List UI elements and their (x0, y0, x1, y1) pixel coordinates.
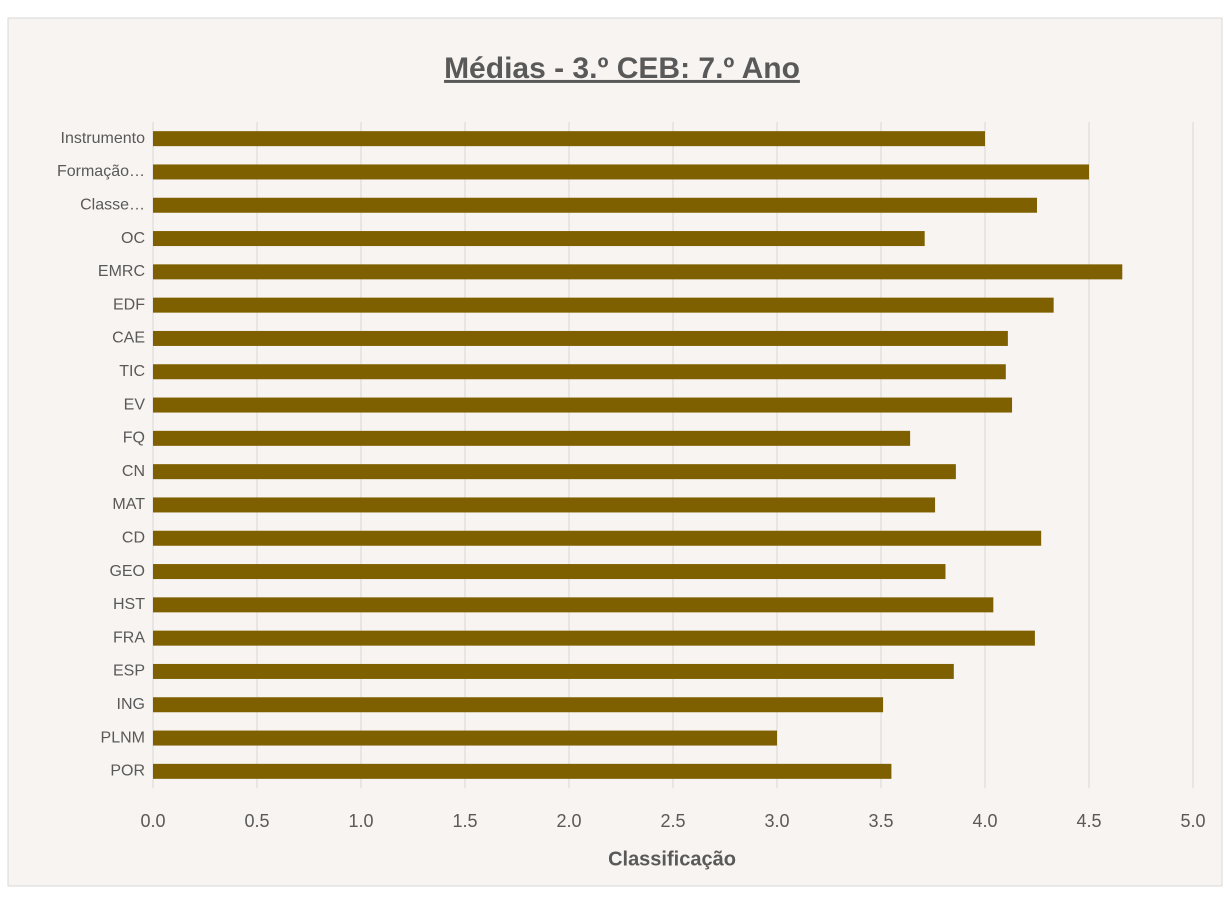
y-tick-label: EMRC (98, 263, 145, 280)
bar (153, 297, 1054, 313)
x-tick-label: 4.5 (1076, 811, 1101, 831)
x-tick-label: 2.5 (660, 811, 685, 831)
y-tick-label: EV (124, 396, 146, 413)
bar (153, 697, 884, 713)
y-tick-label: Formação… (57, 163, 145, 180)
bar (153, 564, 946, 580)
x-axis-label: Classificação (608, 848, 736, 870)
bar (153, 264, 1123, 280)
y-tick-label: FQ (123, 430, 145, 447)
bar (153, 763, 892, 779)
y-tick-label: PLNM (101, 729, 145, 746)
y-tick-label: CD (122, 529, 145, 546)
bar (153, 197, 1037, 213)
bar (153, 131, 985, 147)
bar (153, 663, 954, 679)
x-tick-label: 4.0 (972, 811, 997, 831)
chart-background (7, 17, 1223, 887)
bar (153, 231, 925, 247)
x-tick-label: 3.5 (868, 811, 893, 831)
bar (153, 430, 911, 446)
bar (153, 597, 994, 613)
y-tick-label: FRA (113, 629, 145, 646)
bar (153, 497, 936, 513)
bar (153, 164, 1089, 180)
y-tick-label: OC (121, 230, 145, 247)
bar (153, 630, 1035, 646)
y-tick-label: CAE (112, 330, 145, 347)
x-tick-label: 5.0 (1180, 811, 1205, 831)
x-tick-label: 0.5 (244, 811, 269, 831)
y-tick-label: CN (122, 463, 145, 480)
y-tick-label: EDF (113, 296, 145, 313)
x-tick-label: 2.0 (556, 811, 581, 831)
y-tick-label: POR (110, 763, 145, 780)
x-tick-label: 0.0 (140, 811, 165, 831)
bar (153, 464, 956, 480)
x-tick-label: 1.0 (348, 811, 373, 831)
x-tick-label: 3.0 (764, 811, 789, 831)
y-tick-label: Classe… (80, 196, 145, 213)
y-tick-label: MAT (112, 496, 145, 513)
y-tick-label: GEO (109, 563, 145, 580)
y-tick-label: TIC (119, 363, 145, 380)
bar (153, 330, 1008, 346)
bar (153, 530, 1042, 546)
bar (153, 730, 777, 746)
x-tick-label: 1.5 (452, 811, 477, 831)
y-tick-label: Instrumento (61, 130, 146, 147)
y-tick-label: HST (113, 596, 145, 613)
bar (153, 364, 1006, 380)
y-tick-label: ESP (113, 663, 145, 680)
chart-title: Médias - 3.º CEB: 7.º Ano (444, 52, 800, 85)
y-tick-label: ING (117, 696, 145, 713)
bar (153, 397, 1013, 413)
